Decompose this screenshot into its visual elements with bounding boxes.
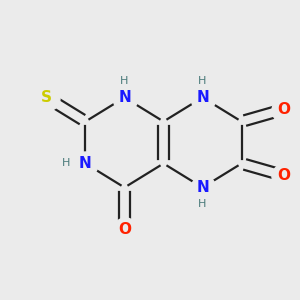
Text: O: O [277,102,290,117]
Text: H: H [62,158,70,169]
Text: S: S [41,90,52,105]
Text: N: N [79,156,92,171]
Text: N: N [196,90,209,105]
Text: N: N [196,180,209,195]
Text: N: N [118,90,131,105]
Text: H: H [198,76,207,86]
Text: O: O [118,222,131,237]
Text: H: H [198,199,207,209]
Text: H: H [120,76,129,86]
Text: O: O [277,168,290,183]
